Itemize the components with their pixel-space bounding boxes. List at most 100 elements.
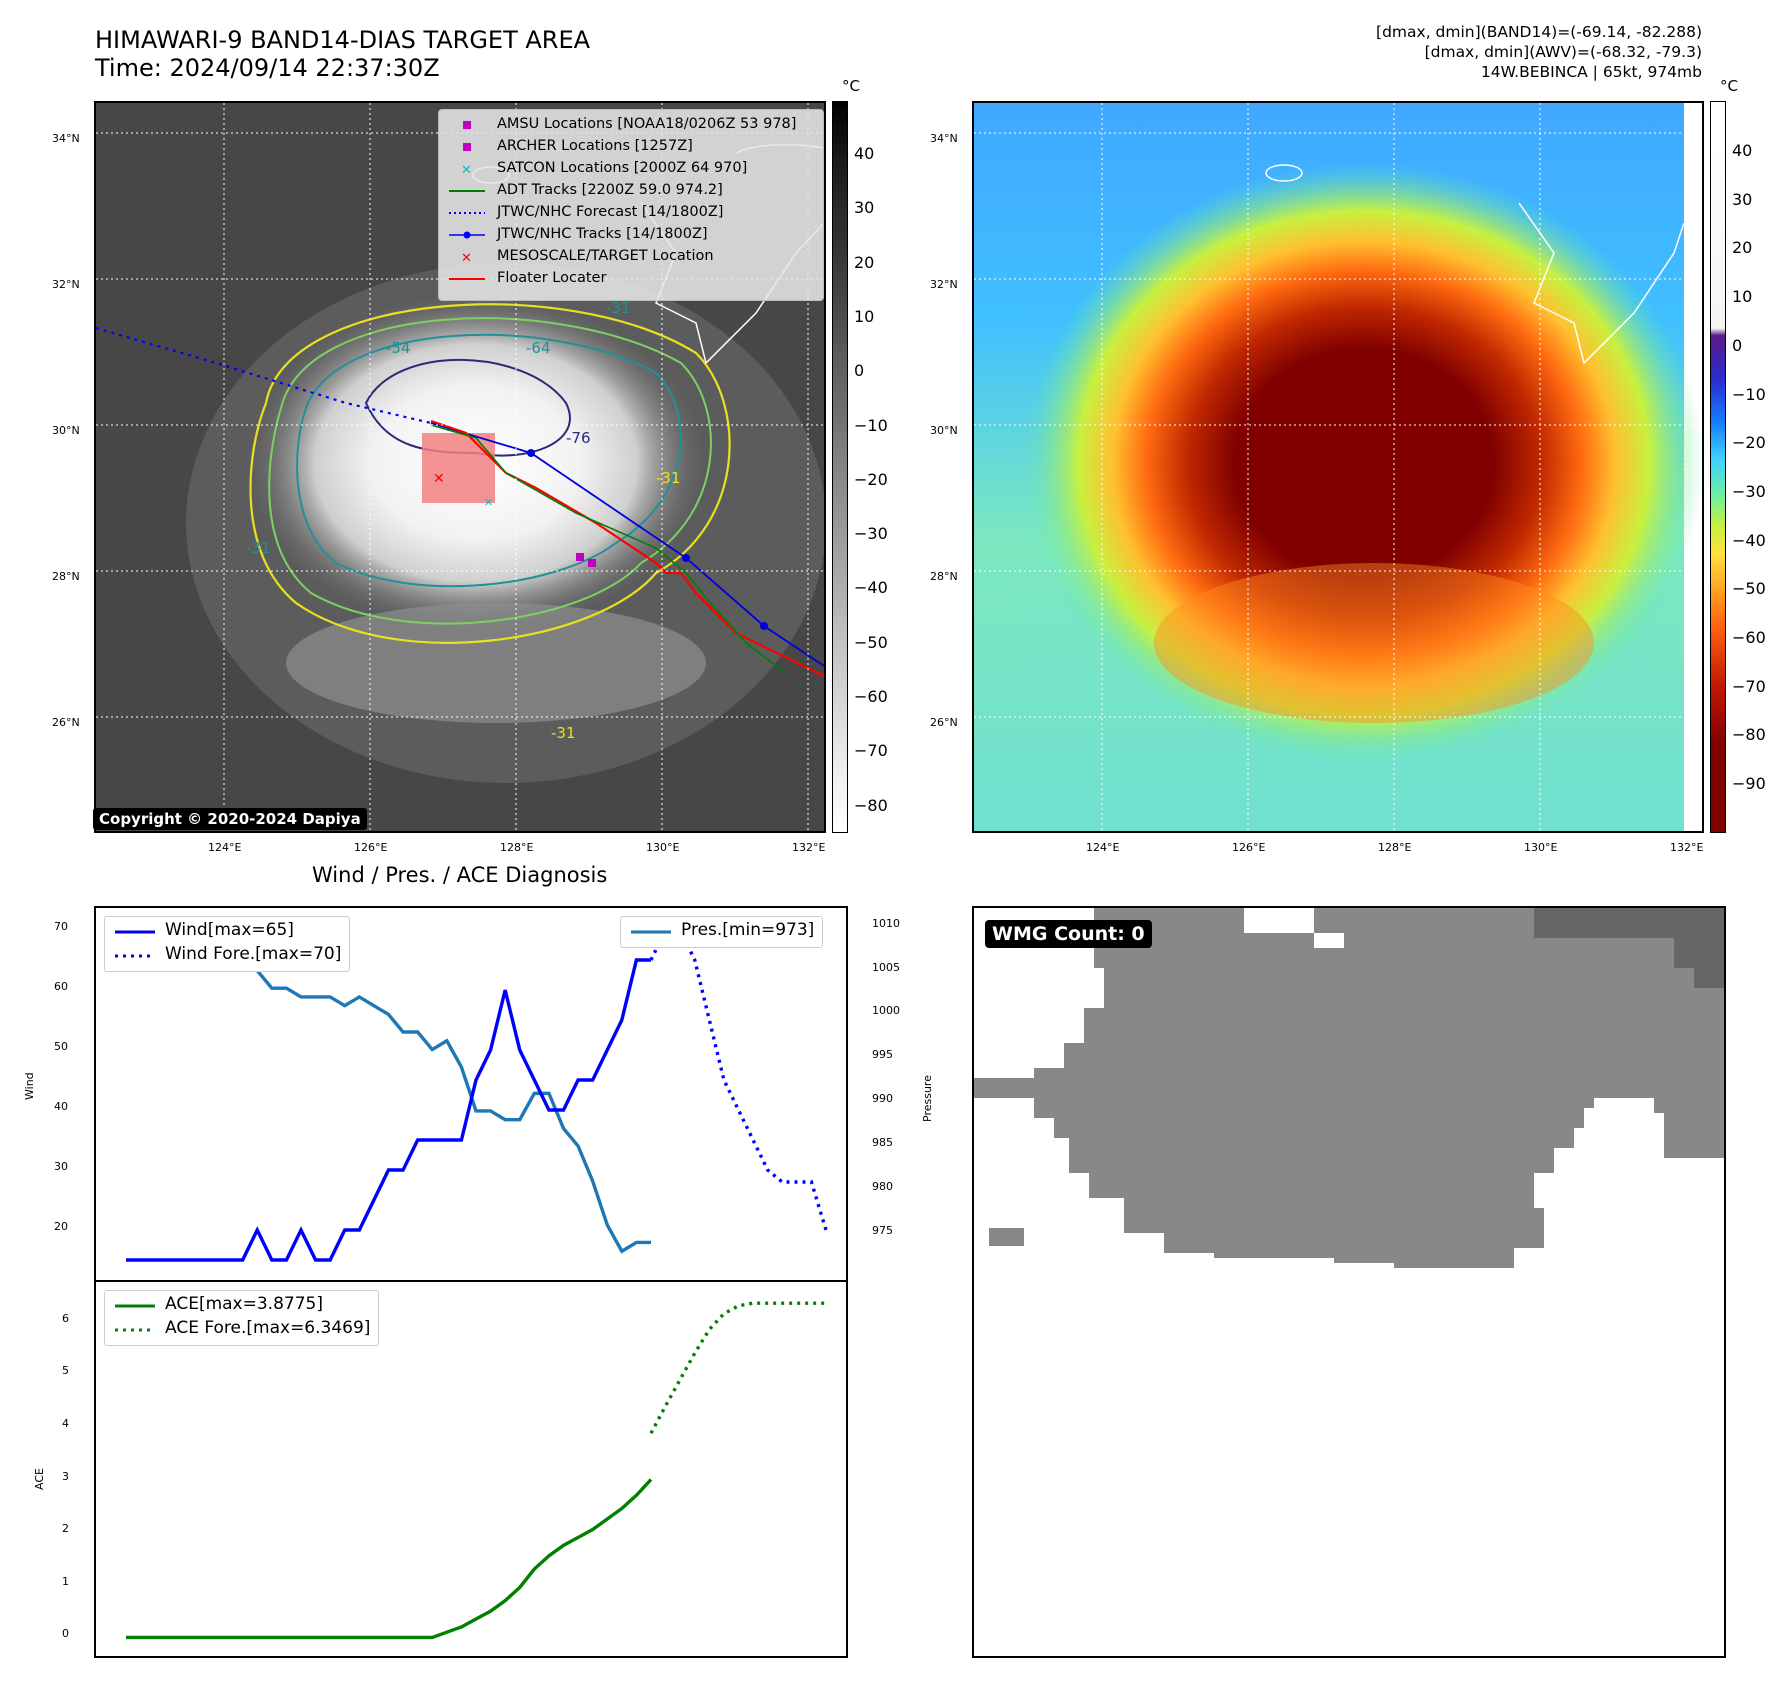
left-colorbar-tick: 10 [854,306,875,326]
ace-tick-label: 4 [62,1416,69,1430]
adt-track [430,424,787,674]
left-colorbar-tick: −20 [854,469,888,489]
ace-legend-item-forecast: ACE Fore.[max=6.3469] [115,1318,371,1338]
wmg-panel [972,906,1726,1658]
right-colorbar-tick: −10 [1732,384,1766,404]
ace-ylabel: ACE [33,1468,46,1490]
contour-minus64-teal [296,333,682,588]
wmg-islet [989,1228,1024,1246]
wind-tick-label: 60 [54,980,68,993]
left-map-lat-label: 32°N [52,278,80,291]
right-colorbar-tick: 30 [1732,189,1753,209]
pressure-tick-label: 995 [872,1048,893,1062]
right-colorbar-tick: 40 [1732,141,1753,160]
left-colorbar-tick: −30 [854,524,888,544]
contour-minus31-yellow [249,303,731,644]
jtwc-track-point-2 [682,554,690,562]
left-colorbar-unit: °C [842,77,860,95]
diagnosis-title: Wind / Pres. / ACE Diagnosis [312,863,608,887]
ace-tick-label: 1 [62,1574,69,1588]
title-line-2: Time: 2024/09/14 22:37:30Z [95,54,440,82]
wmg-dark-corner [1534,908,1724,988]
copyright-badge: Copyright © 2020-2024 Dapiya [93,808,367,830]
ace-legend-item-observed: ACE[max=3.8775] [115,1294,323,1314]
left-colorbar-tick: −50 [854,632,888,652]
jtwc-track-point-1 [527,449,535,457]
left-map-lon-label: 130°E [646,841,680,854]
wind-series-line [126,958,651,1262]
right-colorbar-tick: −30 [1732,481,1766,501]
wind-tick-label: 40 [54,1100,68,1113]
wmg-nodata-n [1244,908,1344,948]
pressure-legend-item: Pres.[min=973] [631,920,815,940]
right-map-lon-label: 130°E [1524,841,1558,854]
ace-tick-label: 3 [62,1469,69,1483]
ace-panel: ACE[max=3.8775] ACE Fore.[max=6.3469] [94,1280,848,1658]
contour-label-5: -31 [246,539,271,557]
wind-tick-label: 70 [54,920,68,933]
left-map-lat-label: 34°N [52,132,80,145]
left-map-lon-label: 128°E [500,841,534,854]
wind-legend: Wind[max=65] Wind Fore.[max=70] [104,916,351,972]
wind-forecast-series-line [649,928,828,1231]
awv-jeju-island [1265,164,1303,182]
right-map-lon-label: 128°E [1378,841,1412,854]
left-colorbar-tick: −70 [854,741,888,761]
pressure-tick-label: 1000 [872,1004,900,1018]
wmg-nodata-nw [974,908,1104,1078]
right-map-lon-label: 132°E [1670,841,1704,854]
right-map-lat-label: 30°N [930,424,958,437]
contour-label-3: -76 [566,429,591,447]
right-colorbar-tick: −60 [1732,628,1766,647]
right-colorbar-tick: −90 [1732,774,1766,794]
awv-map-svg [974,103,1702,831]
target-area-box [422,433,495,503]
info-line-1: [dmax, dmin](BAND14)=(-69.14, -82.288) [1376,23,1702,41]
jtwc-forecast-track [96,326,432,425]
archer-location-marker [588,559,596,567]
wmg-data-region [974,908,1724,1268]
right-map-lat-label: 32°N [930,278,958,291]
contour-label-4: -31 [656,469,681,487]
right-colorbar-tick: 0 [1732,335,1743,355]
satcon-location-marker: ✕ [484,496,493,509]
right-map-lat-label: 26°N [930,716,958,729]
svg-text:✕: ✕ [461,163,472,178]
pressure-tick-label: 985 [872,1136,893,1149]
contour-label-2: -64 [526,339,551,357]
pressure-tick-label: 1010 [872,916,900,930]
contour-label-6: -31 [551,724,576,742]
ace-tick-label: 6 [62,1311,69,1325]
wind-tick-label: 50 [54,1040,68,1053]
ace-tick-label: 0 [62,1627,69,1641]
figure-title: HIMAWARI-9 BAND14-DIAS TARGET AREA Time:… [95,26,590,82]
awv-gridlines [974,103,1702,831]
left-map-lon-label: 132°E [792,841,826,854]
left-map-lon-label: 126°E [354,841,388,854]
pressure-tick-label: 1005 [872,960,900,974]
contour-minus76-navy [364,358,571,457]
ace-series-line [126,1478,653,1640]
right-map-lat-label: 34°N [930,132,958,145]
info-line-2: [dmax, dmin](AWV)=(-68.32, -79.3) [1424,43,1702,61]
right-colorbar-tick: −50 [1732,579,1766,599]
amsu-location-marker [576,553,584,561]
info-line-3: 14W.BEBINCA | 65kt, 974mb [1480,63,1702,81]
right-colorbar-tick: 20 [1732,238,1753,258]
svg-text:✕: ✕ [461,251,472,266]
left-colorbar-tick: 30 [854,198,875,218]
awv-colorbar [1710,101,1726,833]
wind-tick-label: 30 [54,1160,68,1173]
left-map-lat-label: 26°N [52,716,80,729]
ace-legend: ACE[max=3.8775] ACE Fore.[max=6.3469] [104,1290,380,1346]
awv-coastline [1518,202,1685,365]
pressure-tick-label: 980 [872,1179,893,1193]
title-line-1: HIMAWARI-9 BAND14-DIAS TARGET AREA [95,26,591,54]
ace-tick-label: 5 [62,1364,69,1378]
storm-info: [dmax, dmin](BAND14)=(-69.14, -82.288) [… [1376,22,1702,82]
wmg-count-badge: WMG Count: 0 [985,920,1152,948]
left-map-lat-label: 30°N [52,424,80,437]
pressure-tick-label: 975 [872,1223,893,1237]
target-location-marker: ✕ [433,471,445,487]
band14-satellite-map: ✕ ✕ -54 -64 -76 -31 -31 -31 -31 AMSU Loc… [94,101,826,833]
